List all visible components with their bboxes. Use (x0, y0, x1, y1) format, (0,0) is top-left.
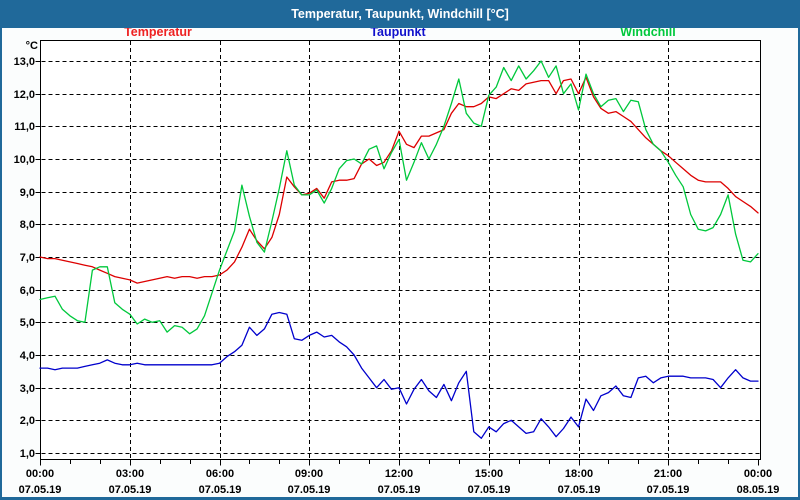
x-tick-time-label: 21:00 (654, 468, 682, 480)
x-tick-time-label: 03:00 (116, 468, 144, 480)
y-tick-label: 5,0 (20, 317, 35, 329)
series-line-taupunkt (39, 311, 759, 439)
x-tick-date-label: 07.05.19 (558, 484, 601, 496)
x-tick-time-label: 12:00 (385, 468, 413, 480)
window-border-right (798, 0, 800, 500)
y-tick-label: 13,0 (14, 56, 35, 68)
axis-ticks (35, 61, 759, 466)
window-title: Temperatur, Taupunkt, Windchill [°C] (291, 7, 509, 21)
x-tick-date-label: 07.05.19 (468, 484, 511, 496)
x-tick-time-label: 00:00 (26, 468, 54, 480)
series-line-windchill (39, 60, 759, 335)
x-tick-date-label: 07.05.19 (19, 484, 62, 496)
grid-lines (41, 41, 760, 459)
x-tick-date-label: 08.05.19 (737, 484, 780, 496)
x-tick-date-label: 07.05.19 (199, 484, 242, 496)
x-tick-time-label: 15:00 (475, 468, 503, 480)
y-tick-label: 8,0 (20, 219, 35, 231)
window-border-left (0, 0, 2, 500)
y-tick-label: 7,0 (20, 252, 35, 264)
y-axis-unit-label: °C (26, 40, 38, 52)
legend-item-temperatur: Temperatur (124, 25, 192, 39)
y-tick-label: 1,0 (20, 448, 35, 460)
y-tick-label: 2,0 (20, 415, 35, 427)
legend-item-windchill: Windchill (620, 25, 676, 39)
y-tick-label: 4,0 (20, 350, 35, 362)
x-tick-date-label: 07.05.19 (288, 484, 331, 496)
window-title-bar: Temperatur, Taupunkt, Windchill [°C] (0, 0, 800, 28)
y-tick-label: 10,0 (14, 154, 35, 166)
y-tick-label: 3,0 (20, 383, 35, 395)
x-tick-time-label: 09:00 (295, 468, 323, 480)
x-tick-date-label: 07.05.19 (647, 484, 690, 496)
x-tick-time-label: 18:00 (565, 468, 593, 480)
series-line-temperatur (39, 76, 759, 284)
y-tick-label: 6,0 (20, 285, 35, 297)
plot-area (40, 40, 761, 460)
legend-item-taupunkt: Taupunkt (370, 25, 426, 39)
window-border-bottom (0, 497, 800, 500)
y-tick-label: 12,0 (14, 89, 35, 101)
x-tick-date-label: 07.05.19 (109, 484, 152, 496)
chart-legend: Temperatur Taupunkt Windchill (0, 25, 800, 40)
x-tick-date-label: 07.05.19 (378, 484, 421, 496)
x-tick-time-label: 06:00 (206, 468, 234, 480)
y-tick-label: 11,0 (14, 121, 35, 133)
axis-labels: °C 13,0 12,0 11,0 10,0 9,0 8,0 7,0 6,0 5,0 4,0 3,0 2… (14, 40, 780, 496)
y-tick-label: 9,0 (20, 187, 35, 199)
x-tick-time-label: 00:00 (744, 468, 772, 480)
